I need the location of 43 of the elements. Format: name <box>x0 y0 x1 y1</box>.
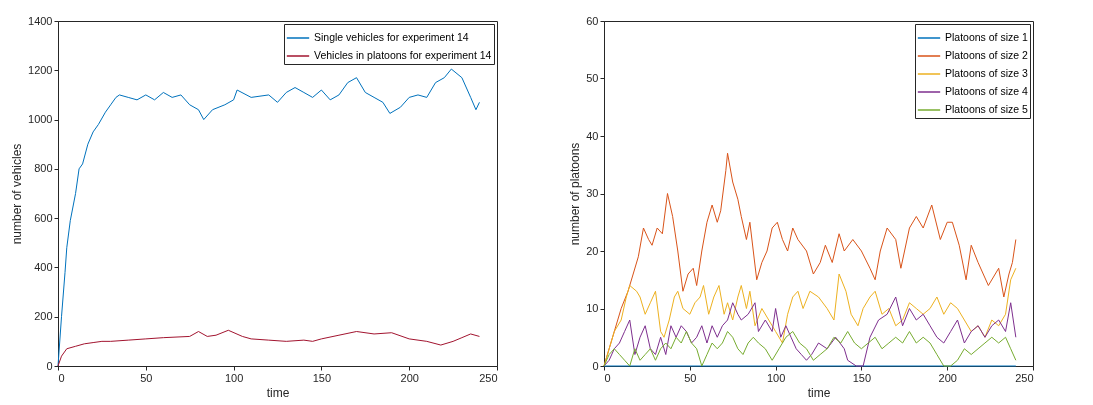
legend-label: Platoons of size 4 <box>945 85 1029 97</box>
line-series <box>603 267 1017 367</box>
line-series <box>603 331 1017 367</box>
y-axis-title: number of platoons <box>568 142 583 246</box>
y-axis-title: number of vehicles <box>10 143 25 245</box>
x-tick-label: 200 <box>400 371 419 384</box>
x-tick-label: 50 <box>684 371 697 384</box>
y-tick-label: 1000 <box>28 113 53 126</box>
y-tick-label: 20 <box>586 244 599 257</box>
y-tick-label: 1200 <box>28 63 53 76</box>
legend-label: Platoons of size 2 <box>945 49 1029 61</box>
x-axis-title: time <box>266 385 290 400</box>
x-axis-title: time <box>807 385 831 400</box>
y-tick-label: 200 <box>34 310 53 323</box>
y-tick-label: 40 <box>586 129 599 142</box>
y-tick-label: 1400 <box>28 14 53 27</box>
x-tick-label: 100 <box>224 371 244 384</box>
legend-label: Platoons of size 5 <box>945 103 1029 115</box>
x-tick-label: 150 <box>852 371 872 384</box>
x-tick-label: 150 <box>312 371 332 384</box>
y-tick-label: 600 <box>34 211 53 224</box>
x-tick-label: 250 <box>479 371 498 384</box>
legend-label: Platoons of size 1 <box>945 31 1029 43</box>
y-tick-label: 10 <box>586 302 599 314</box>
y-tick-label: 0 <box>46 359 53 372</box>
y-tick-label: 0 <box>592 359 599 372</box>
x-tick-label: 200 <box>938 371 957 384</box>
legend-label: Platoons of size 3 <box>945 67 1029 79</box>
line-series <box>57 68 480 367</box>
x-tick-label: 250 <box>1015 371 1034 384</box>
y-tick-label: 50 <box>586 72 599 84</box>
y-tick-label: 800 <box>34 162 53 175</box>
legend-label: Single vehicles for experiment 14 <box>314 31 469 43</box>
y-tick-label: 400 <box>34 260 53 273</box>
y-tick-label: 60 <box>586 14 599 27</box>
line-series <box>57 329 480 367</box>
line-series <box>603 296 1017 367</box>
legend-label: Vehicles in platoons for experiment 14 <box>314 49 492 61</box>
x-tick-label: 100 <box>766 371 786 384</box>
x-tick-label: 0 <box>604 371 611 384</box>
x-tick-label: 0 <box>58 371 65 384</box>
x-tick-label: 50 <box>140 371 153 384</box>
y-tick-label: 30 <box>586 187 599 199</box>
